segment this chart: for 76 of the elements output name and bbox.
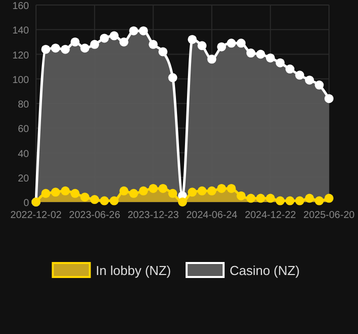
point (168, 73, 178, 82)
y-tick-label: 140 (12, 26, 30, 37)
point (236, 191, 246, 200)
point (148, 184, 158, 193)
point (256, 50, 266, 59)
y-tick-label: 0 (23, 198, 30, 209)
point (158, 184, 168, 193)
x-tick-label: 2025-06-20 (303, 210, 356, 221)
point (295, 70, 304, 80)
legend-label: Casino (NZ) (230, 263, 300, 278)
point (276, 196, 285, 206)
y-tick-label: 160 (12, 1, 30, 12)
point (90, 40, 100, 49)
point (178, 198, 187, 206)
point (41, 188, 50, 198)
point (80, 44, 90, 53)
point (266, 194, 275, 203)
point (51, 44, 60, 53)
point (304, 76, 314, 85)
point (236, 38, 246, 48)
point (60, 186, 70, 196)
x-tick-label: 2023-06-26 (69, 210, 121, 221)
x-tick-label: 2024-12-22 (244, 210, 296, 221)
y-tick-label: 120 (12, 50, 30, 62)
point (285, 196, 294, 206)
y-tick-label: 80 (18, 100, 30, 110)
point (246, 194, 256, 203)
point (41, 44, 50, 54)
point (158, 47, 168, 56)
point (129, 26, 138, 36)
y-tick-label: 60 (18, 124, 30, 136)
point (148, 40, 158, 49)
point (324, 194, 334, 203)
point (246, 48, 256, 58)
point (80, 192, 90, 202)
point (314, 196, 324, 206)
point (324, 94, 334, 104)
point (188, 34, 197, 44)
point (100, 34, 109, 43)
y-tick-label: 40 (18, 148, 30, 160)
point (51, 188, 60, 197)
point (129, 188, 138, 198)
point (207, 54, 216, 64)
point (304, 194, 314, 203)
point (168, 188, 178, 198)
x-tick-label: 2023-12-23 (128, 210, 180, 221)
point (276, 58, 285, 68)
point (138, 186, 148, 196)
point (119, 37, 128, 46)
point (256, 194, 266, 203)
point (285, 64, 294, 74)
y-tick-label: 100 (12, 74, 30, 86)
point (198, 41, 207, 50)
point (266, 53, 275, 62)
point (119, 186, 128, 196)
point (207, 186, 216, 196)
legend-label: In lobby (NZ) (96, 263, 171, 278)
point (90, 195, 100, 204)
y-tick-label: 20 (18, 173, 30, 184)
point (226, 184, 236, 193)
point (100, 196, 109, 206)
point (110, 196, 119, 206)
x-tick-label: 2022-12-02 (10, 210, 62, 221)
point (217, 184, 226, 193)
point (198, 186, 207, 196)
point (314, 80, 324, 90)
point (60, 44, 70, 54)
point (110, 31, 119, 40)
point (217, 42, 226, 52)
x-tick-label: 2024-06-24 (186, 210, 238, 221)
point (188, 188, 197, 197)
point (138, 26, 148, 36)
point (70, 37, 80, 46)
point (226, 38, 236, 48)
point (70, 188, 80, 198)
point (295, 196, 304, 206)
